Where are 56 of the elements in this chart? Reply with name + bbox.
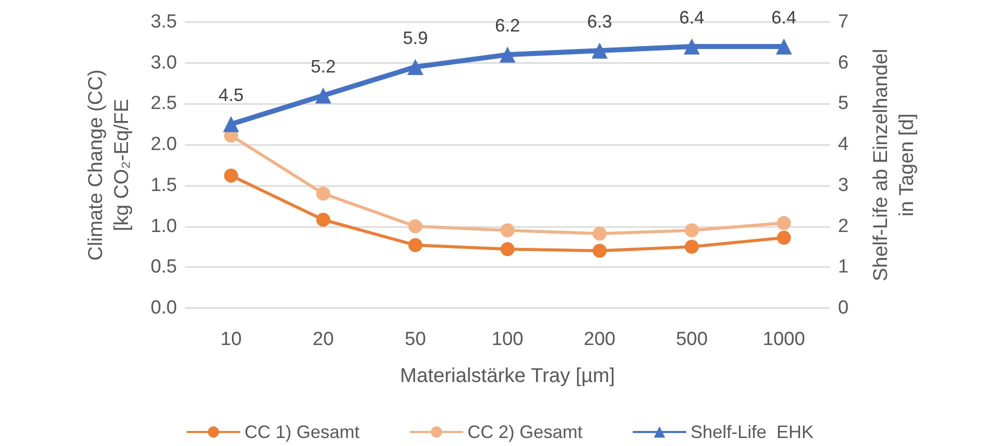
x-tick-label: 200 <box>584 329 616 350</box>
point <box>684 240 699 254</box>
y-tick-label: 1.0 <box>150 216 177 237</box>
data-label: 6.4 <box>771 8 796 28</box>
point <box>408 219 422 234</box>
x-axis-title: Materialstärke Tray [µm] <box>400 365 615 387</box>
data-label: 6.2 <box>494 16 520 36</box>
point <box>684 38 700 55</box>
point <box>500 46 516 63</box>
point <box>407 58 424 75</box>
y2-tick-label: 2 <box>838 216 849 237</box>
x-tick-label: 500 <box>676 329 708 350</box>
data-label: 4.5 <box>218 85 244 106</box>
y-axis-title: Climate Change (CC) [kg CO₂-Eq/FE <box>85 69 133 261</box>
y2-tick-label: 1 <box>838 256 849 278</box>
y-tick-label: 3.0 <box>150 52 177 74</box>
legend-label: CC 2) Gesamt <box>467 422 583 442</box>
point <box>776 38 792 55</box>
point <box>592 244 607 258</box>
y-tick-label: 1.5 <box>150 174 177 196</box>
y-tick-label: 0.0 <box>150 298 177 318</box>
point <box>500 242 514 256</box>
point <box>224 168 238 183</box>
data-label: 6.3 <box>587 12 612 32</box>
y2-tick-label: 4 <box>838 134 849 156</box>
point <box>316 186 330 201</box>
data-label: 5.2 <box>310 56 336 77</box>
legend-label: Shelf-Life EHK <box>690 422 814 442</box>
data-label: 6.4 <box>679 8 704 28</box>
legend-label: CC 1) Gesamt <box>244 422 360 442</box>
x-tick-label: 10 <box>220 329 242 350</box>
y2-tick-label: 0 <box>838 298 849 318</box>
x-tick-label: 20 <box>312 329 334 350</box>
y2-tick-label: 6 <box>838 52 849 74</box>
point <box>776 216 791 230</box>
point <box>592 226 607 241</box>
x-tick-label: 1000 <box>762 329 806 350</box>
data-label: 5.9 <box>402 28 428 48</box>
point <box>408 238 422 252</box>
y-tick-label: 2.5 <box>150 93 177 114</box>
x-tick-label: 50 <box>404 329 426 350</box>
point <box>500 223 514 238</box>
point <box>776 230 791 245</box>
y2-tick-label: 7 <box>838 12 849 32</box>
point <box>592 42 608 59</box>
point <box>223 116 240 132</box>
point <box>315 88 332 104</box>
x-tick-label: 100 <box>492 329 524 350</box>
point <box>684 223 699 238</box>
point <box>316 212 330 227</box>
y-tick-label: 2.0 <box>150 134 177 156</box>
y-tick-label: 0.5 <box>150 256 177 278</box>
y2-axis-title: Shelf-Life ab Einzelhandel in Tagen [d] <box>870 48 918 282</box>
y2-tick-label: 5 <box>838 93 849 114</box>
y-tick-label: 3.5 <box>150 12 177 32</box>
y2-tick-label: 3 <box>838 174 849 196</box>
